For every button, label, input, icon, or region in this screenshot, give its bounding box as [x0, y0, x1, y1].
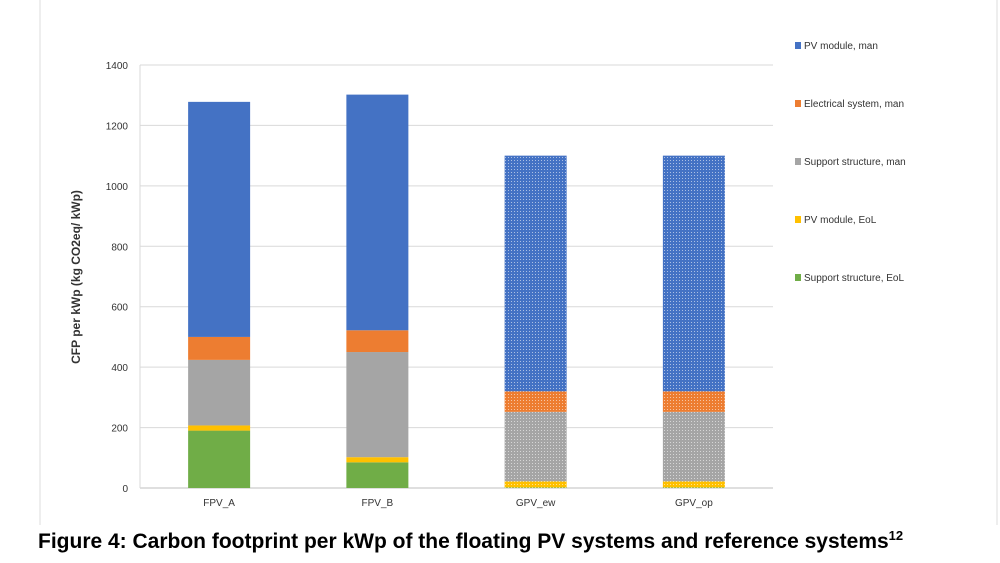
y-axis-label: CFP per kWp (kg CO2eq/ kWp): [69, 190, 83, 364]
bar-segment: [188, 425, 251, 431]
bar-segment-pattern: [504, 481, 567, 488]
legend-swatch: [795, 216, 801, 223]
y-tick-label: 800: [111, 242, 128, 253]
x-tick-label: FPV_B: [362, 498, 394, 509]
bar-segment-pattern: [504, 411, 567, 482]
bar-segment-pattern: [662, 391, 725, 412]
y-tick-label: 400: [111, 363, 128, 374]
bar-segment: [346, 352, 409, 458]
y-tick-label: 0: [122, 484, 128, 495]
caption-footnote: 12: [888, 528, 904, 543]
bar-segment-pattern: [662, 487, 725, 488]
bar-segment: [346, 462, 409, 488]
caption-text: Figure 4: Carbon footprint per kWp of th…: [38, 530, 889, 553]
bar-segment: [188, 336, 251, 360]
bar-segment-pattern: [662, 481, 725, 488]
x-tick-label: GPV_ew: [516, 498, 556, 509]
legend-swatch: [795, 100, 801, 107]
bar-segment-pattern: [504, 391, 567, 412]
bar-segment-pattern: [504, 155, 567, 392]
bar-segment-pattern: [662, 155, 725, 392]
bar-segment: [346, 94, 409, 331]
y-tick-label: 1200: [106, 121, 129, 132]
stacked-bar-chart: 0 200 400 600 800 1000 1200 1400 FPV_A FPV_B GPV_…: [39, 0, 998, 525]
legend-swatch: [795, 274, 801, 281]
legend-swatch: [795, 158, 801, 165]
y-tick-label: 1400: [106, 61, 129, 72]
legend-label: Support structure, man: [804, 157, 906, 168]
x-tick-label: GPV_op: [675, 498, 713, 509]
bar-segment: [346, 457, 409, 463]
figure-caption: Figure 4: Carbon footprint per kWp of th…: [38, 528, 903, 554]
legend-label: PV module, EoL: [804, 215, 877, 226]
bar-segment-pattern: [662, 411, 725, 482]
y-tick-label: 1000: [106, 182, 129, 193]
legend-label: Support structure, EoL: [804, 273, 904, 284]
x-tick-label: FPV_A: [203, 498, 235, 509]
bar-segment-pattern: [504, 487, 567, 488]
bar-segment: [188, 101, 251, 337]
bar-segment: [346, 330, 409, 353]
bar-segment: [188, 359, 251, 426]
legend-label: PV module, man: [804, 41, 878, 52]
y-tick-label: 600: [111, 303, 128, 314]
bar-segment: [188, 430, 251, 488]
y-tick-label: 200: [111, 424, 128, 435]
legend-swatch: [795, 42, 801, 49]
legend-label: Electrical system, man: [804, 99, 904, 110]
